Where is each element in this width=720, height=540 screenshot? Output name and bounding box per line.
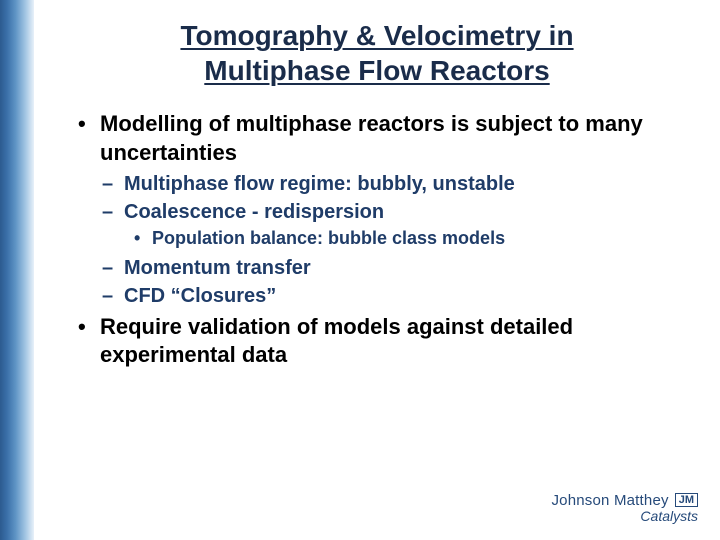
decorative-left-gradient — [0, 0, 34, 540]
bullet-list: Modelling of multiphase reactors is subj… — [74, 110, 680, 370]
sub-bullet-item: CFD “Closures” — [100, 283, 680, 309]
title-line-1: Tomography & Velocimetry in — [180, 20, 573, 51]
sub-bullet-item: Multiphase flow regime: bubbly, unstable — [100, 171, 680, 197]
slide-content: Tomography & Velocimetry in Multiphase F… — [34, 0, 720, 540]
bullet-item: Require validation of models against det… — [74, 313, 680, 370]
company-name: Johnson Matthey — [551, 492, 668, 509]
subsub-bullet-item: Population balance: bubble class models — [124, 227, 680, 250]
logo-mark: JM — [675, 493, 698, 507]
bullet-text: Require validation of models against det… — [100, 314, 573, 368]
title-line-2: Multiphase Flow Reactors — [204, 55, 549, 86]
sub-bullet-item: Coalescence - redispersion Population ba… — [100, 199, 680, 250]
bullet-text: Modelling of multiphase reactors is subj… — [100, 111, 643, 165]
sub-bullet-text: Multiphase flow regime: bubbly, unstable — [124, 173, 515, 195]
sub-bullet-text: Coalescence - redispersion — [124, 201, 384, 223]
sub-bullet-text: Momentum transfer — [124, 257, 311, 279]
logo-subtitle: Catalysts — [551, 508, 698, 524]
subsub-bullet-text: Population balance: bubble class models — [152, 228, 505, 248]
slide-title: Tomography & Velocimetry in Multiphase F… — [74, 18, 680, 110]
company-logo: Johnson Matthey JM Catalysts — [551, 492, 698, 524]
sub-bullet-item: Momentum transfer — [100, 255, 680, 281]
sub-bullet-list: Multiphase flow regime: bubbly, unstable… — [100, 171, 680, 308]
bullet-item: Modelling of multiphase reactors is subj… — [74, 110, 680, 309]
sub-bullet-text: CFD “Closures” — [124, 285, 276, 307]
subsub-bullet-list: Population balance: bubble class models — [124, 227, 680, 250]
